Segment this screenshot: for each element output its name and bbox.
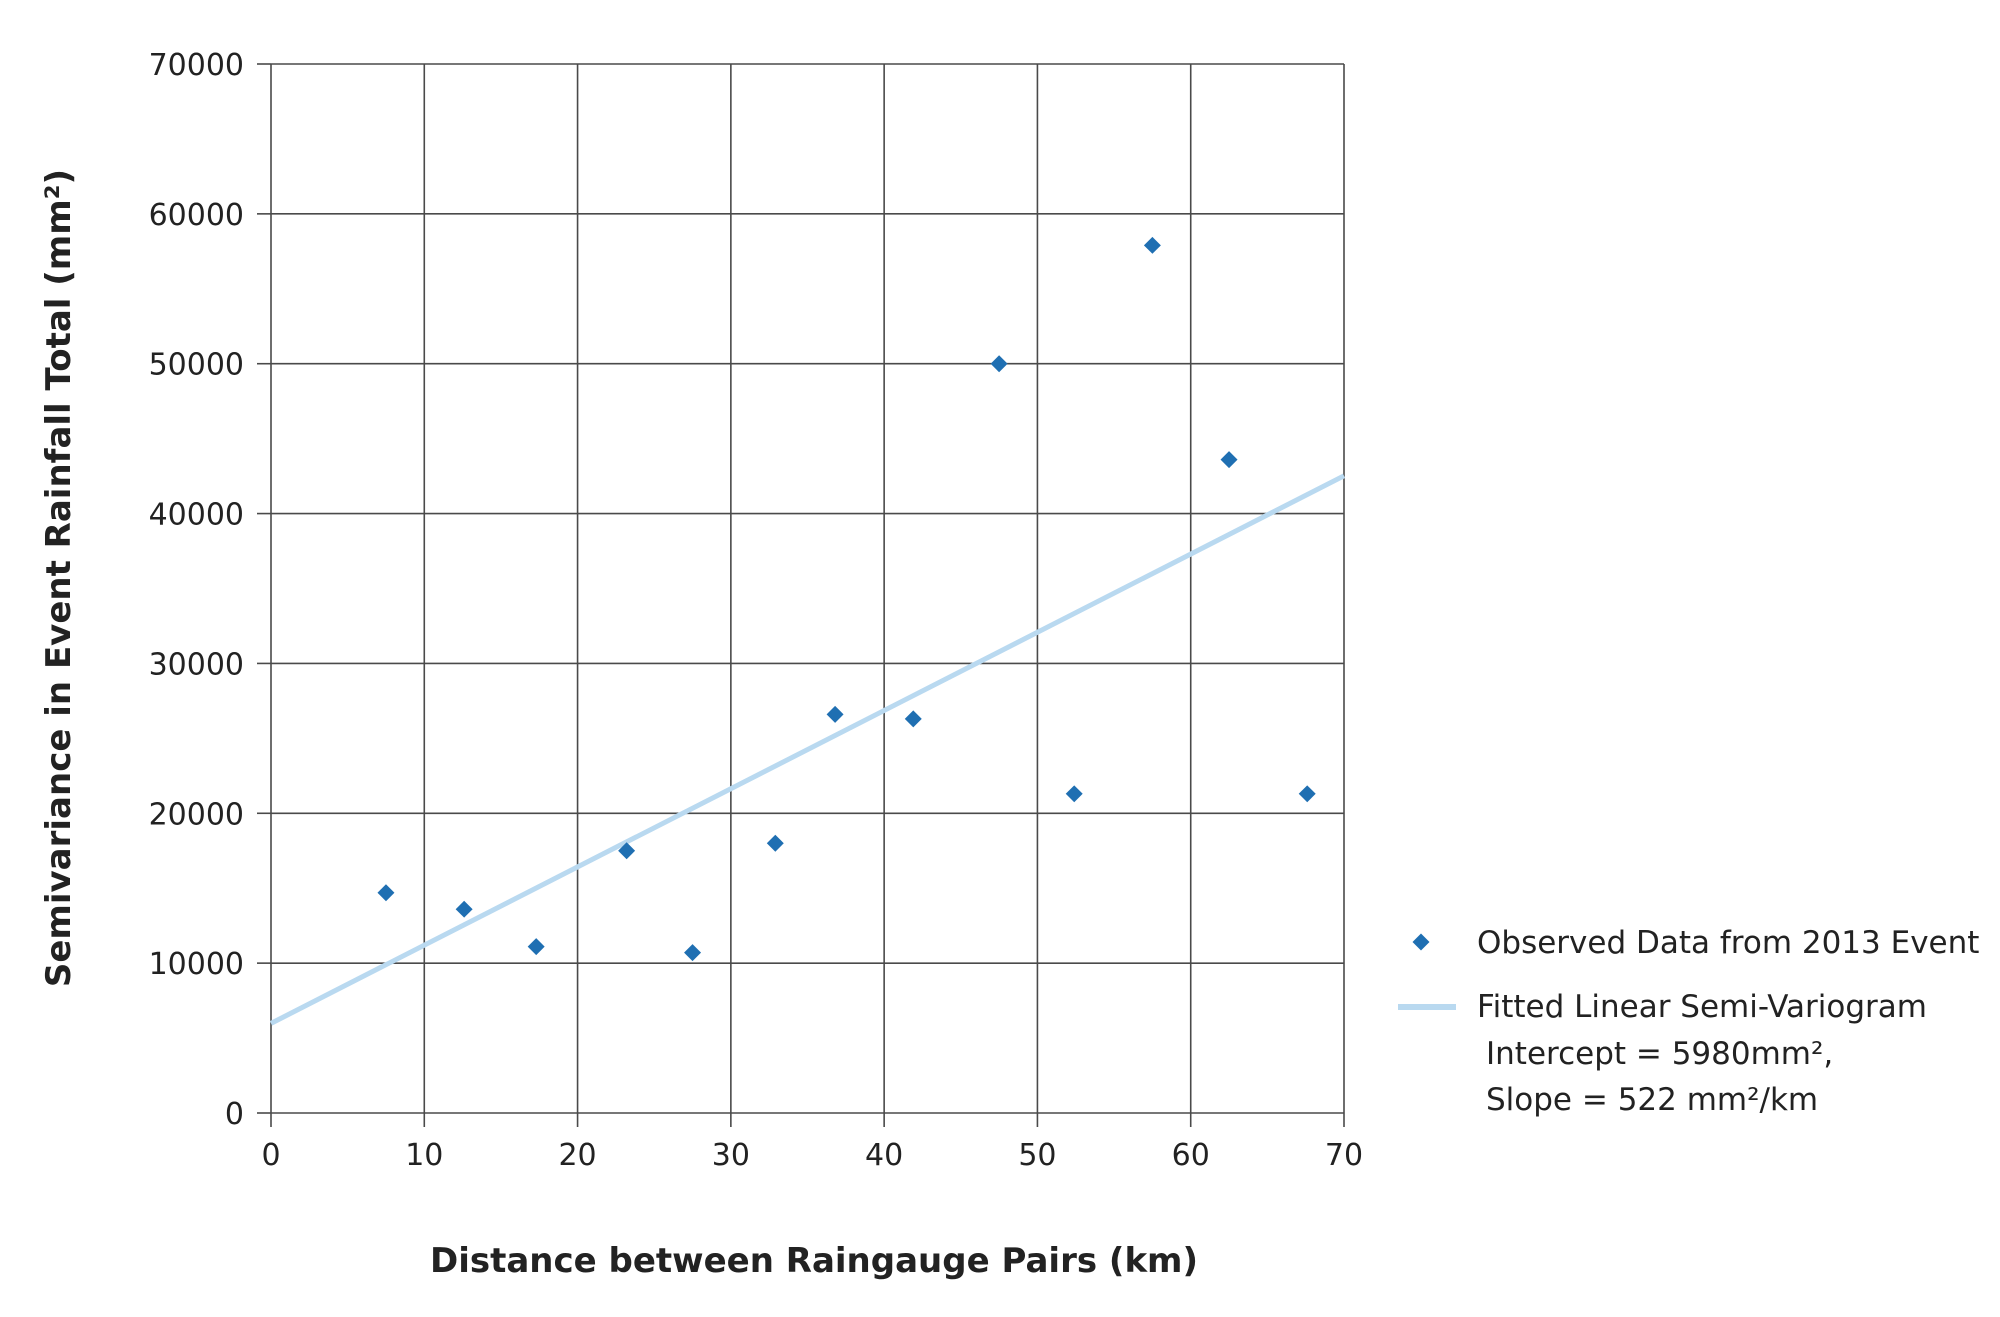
y-tick-label: 50000: [149, 348, 244, 383]
data-points: [377, 236, 1316, 962]
fitted-line-layer: [269, 473, 1346, 1026]
x-tick-label: 60: [1172, 1138, 1210, 1173]
observed-data-point: [826, 705, 844, 723]
legend: Observed Data from 2013 Event Fitted Lin…: [1398, 925, 1979, 1118]
x-tick-label: 30: [712, 1138, 750, 1173]
observed-data-point: [527, 938, 545, 956]
observed-data-point: [377, 884, 395, 902]
legend-slope-note: Slope = 522 mm²/km: [1486, 1082, 1818, 1118]
x-tick-label: 20: [558, 1138, 596, 1173]
observed-data-point: [618, 842, 636, 860]
y-tick-label: 0: [225, 1097, 244, 1132]
observed-data-point: [1143, 236, 1161, 254]
observed-data-point: [1065, 785, 1083, 803]
y-tick-label: 40000: [149, 498, 244, 533]
x-tick-label: 50: [1018, 1138, 1056, 1173]
x-axis-title: Distance between Raingauge Pairs (km): [430, 1241, 1198, 1281]
observed-data-point: [766, 834, 784, 852]
observed-data-point: [684, 944, 702, 962]
legend-fitted-label: Fitted Linear Semi-Variogram: [1477, 989, 1927, 1025]
y-tick-label: 30000: [149, 647, 244, 682]
legend-intercept-note: Intercept = 5980mm²,: [1486, 1036, 1833, 1072]
observed-data-point: [455, 900, 473, 918]
x-axis-ticks: 0 10 20 30 40 50 60 70: [261, 1138, 1363, 1173]
y-tick-label: 60000: [149, 198, 244, 233]
y-axis-ticks: 0 10000 20000 30000 40000 50000 60000 70000: [149, 48, 244, 1132]
legend-observed-label: Observed Data from 2013 Event: [1477, 925, 1979, 961]
x-tick-label: 70: [1325, 1138, 1363, 1173]
y-tick-label: 70000: [149, 48, 244, 83]
observed-data-point: [990, 355, 1008, 373]
x-tick-label: 0: [261, 1138, 280, 1173]
fitted-semivariogram-line: [269, 473, 1346, 1026]
observed-data-point: [1298, 785, 1316, 803]
observed-data-point: [1220, 451, 1238, 469]
y-axis-title: Semivariance in Event Rainfall Total (mm…: [39, 169, 79, 987]
y-tick-label: 10000: [149, 947, 244, 982]
observed-data-point: [904, 710, 922, 728]
legend-diamond-marker: [1412, 933, 1430, 951]
grid: [257, 63, 1345, 1127]
x-tick-label: 10: [405, 1138, 443, 1173]
x-tick-label: 40: [865, 1138, 903, 1173]
y-tick-label: 20000: [149, 797, 244, 832]
